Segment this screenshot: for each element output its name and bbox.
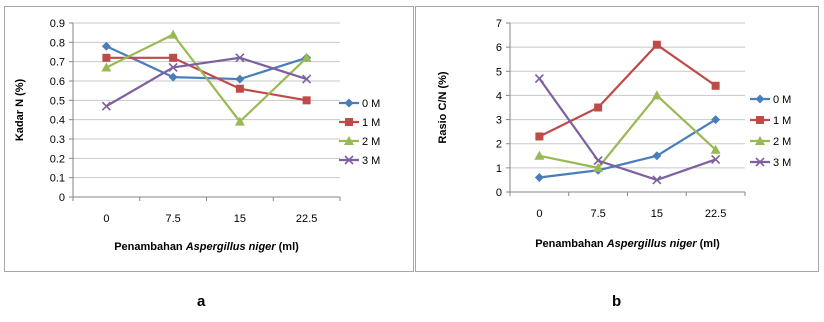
legend-label: 3 M (362, 155, 380, 167)
y-tick-label: 3 (496, 115, 502, 127)
legend-label: 2 M (773, 136, 791, 148)
legend-marker (755, 157, 765, 167)
series-line-3m (105, 56, 307, 108)
data-point (652, 175, 662, 185)
data-point (710, 144, 721, 154)
data-point (652, 40, 661, 49)
legend-marker (344, 155, 354, 165)
data-point (651, 90, 662, 100)
data-point (235, 84, 244, 93)
y-tick-label: 7 (496, 18, 502, 30)
y-tick-label: 0 (496, 187, 502, 199)
chart-panel-a: 0 0.1 0.2 0.3 0.4 0.5 0.6 0.7 0.8 0.9 0 7.5 15 22.5 Ka… (4, 6, 414, 272)
legend-label: 1 M (773, 115, 791, 127)
panel-label-a: a (197, 293, 206, 310)
series-line-3m (538, 77, 716, 182)
series-line-1m (538, 43, 717, 138)
y-tick-label: 0.1 (50, 173, 65, 185)
data-point (168, 29, 179, 39)
legend-marker (756, 116, 764, 124)
data-point (102, 53, 111, 62)
data-point (534, 73, 544, 84)
y-tick-label: 0.4 (50, 115, 65, 127)
data-point (169, 53, 178, 62)
data-point (235, 74, 245, 84)
y-tick-label: 6 (496, 42, 502, 54)
chart-b-svg: 0 1 2 3 4 5 6 7 0 7.5 15 22.5 Rasio C/N (%) Penambaha… (437, 18, 791, 250)
chart-panel-b: 0 1 2 3 4 5 6 7 0 7.5 15 22.5 Rasio C/N (%) Penambaha… (415, 6, 819, 272)
data-point (101, 101, 111, 111)
data-point (302, 74, 312, 84)
data-point (535, 132, 544, 141)
y-tick-label: 0 (59, 192, 65, 204)
series-line-1m (106, 56, 307, 102)
x-tick-label: 15 (651, 208, 663, 220)
x-tick-label: 0 (536, 208, 542, 220)
data-point (168, 72, 178, 82)
legend-label: 0 M (773, 94, 791, 106)
y-tick-label: 4 (496, 90, 502, 102)
legend-marker (345, 118, 353, 126)
y-tick-label: 0.5 (50, 95, 65, 107)
y-tick-label: 0.3 (50, 134, 65, 146)
y-tick-label: 1 (496, 163, 502, 175)
y-tick-label: 0.2 (50, 153, 65, 165)
data-point (101, 41, 111, 51)
legend-marker (344, 98, 354, 108)
chart-a-svg: 0 0.1 0.2 0.3 0.4 0.5 0.6 0.7 0.8 0.9 0 7.5 15 22.5 Ka… (14, 18, 380, 253)
y-tick-label: 0.8 (50, 37, 65, 49)
data-point (594, 103, 603, 112)
y-axis-title: Rasio C/N (%) (437, 71, 449, 143)
x-tick-label: 7.5 (165, 213, 180, 225)
x-axis-title: Penambahan Aspergillus niger (ml) (535, 238, 720, 250)
data-point (302, 96, 311, 105)
panel-label-b: b (612, 293, 622, 310)
series-line-2m (539, 93, 717, 170)
legend-marker (755, 94, 765, 104)
legend-label: 0 M (362, 98, 380, 110)
data-point (652, 151, 662, 161)
data-point (301, 52, 312, 62)
legend-marker (755, 136, 765, 145)
y-axis-title: Kadar N (%) (14, 78, 26, 141)
data-point (534, 173, 544, 183)
data-point (168, 62, 178, 73)
data-point (593, 162, 604, 172)
data-point (101, 62, 112, 72)
x-tick-label: 0 (103, 213, 109, 225)
y-tick-label: 5 (496, 66, 502, 78)
legend-label: 2 M (362, 136, 380, 148)
x-axis-title: Penambahan Aspergillus niger (ml) (114, 241, 299, 253)
legend-marker (344, 136, 354, 145)
y-tick-label: 0.9 (50, 18, 65, 30)
data-point (711, 115, 721, 125)
data-point (711, 81, 720, 90)
x-tick-label: 15 (234, 213, 246, 225)
legend-label: 3 M (773, 157, 791, 169)
x-tick-label: 22.5 (296, 213, 317, 225)
data-point (234, 116, 245, 126)
data-point (593, 156, 603, 166)
data-point (711, 154, 721, 164)
data-point (235, 53, 245, 63)
y-tick-label: 0.7 (50, 57, 65, 69)
legend-label: 1 M (362, 117, 380, 129)
x-tick-label: 22.5 (705, 208, 726, 220)
y-tick-label: 2 (496, 139, 502, 151)
series-line-2m (105, 33, 308, 124)
data-point (534, 150, 545, 160)
series-line-0m (539, 118, 717, 179)
y-tick-label: 0.6 (50, 76, 65, 88)
x-tick-label: 7.5 (590, 208, 605, 220)
